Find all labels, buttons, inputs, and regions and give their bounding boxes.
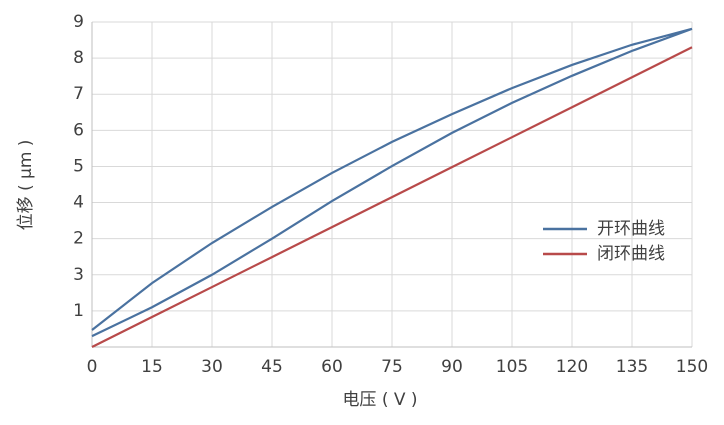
y-axis-label: 位移 ( μm ) (16, 140, 36, 231)
x-tick-label: 90 (441, 357, 463, 377)
y-tick-label: 8 (73, 48, 84, 68)
x-tick-label: 0 (87, 357, 98, 377)
x-tick-label: 30 (201, 357, 223, 377)
series-line (91, 46, 693, 348)
x-tick-label: 150 (676, 357, 708, 377)
x-tick-label: 120 (556, 357, 588, 377)
y-tick-label: 2 (73, 229, 84, 249)
x-tick-label: 105 (496, 357, 528, 377)
x-tick-label: 135 (616, 357, 648, 377)
x-tick-label: 45 (261, 357, 283, 377)
y-tick-label: 9 (73, 12, 84, 32)
y-tick-label: 5 (73, 156, 84, 176)
x-tick-label: 60 (321, 357, 343, 377)
y-tick-label: 7 (73, 84, 84, 104)
x-tick-label: 75 (381, 357, 403, 377)
series-line (91, 27, 693, 338)
y-tick-label: 6 (73, 120, 84, 140)
y-tick-label: 4 (73, 193, 84, 213)
x-tick-label: 15 (141, 357, 163, 377)
legend-label: 开环曲线 (597, 219, 665, 239)
x-axis-label: 电压 ( V ) (342, 390, 417, 410)
y-tick-label: 1 (73, 301, 84, 321)
y-tick-label: 3 (73, 265, 84, 285)
legend-label: 闭环曲线 (597, 244, 665, 264)
